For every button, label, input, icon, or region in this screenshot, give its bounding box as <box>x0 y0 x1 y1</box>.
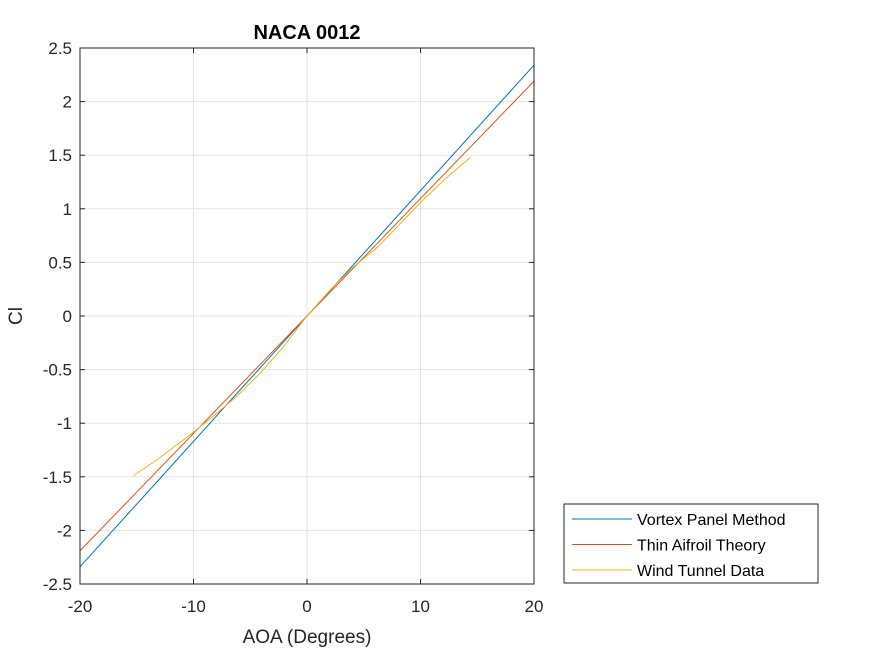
y-tick-label: -2.5 <box>43 575 72 594</box>
legend-entry-label: Vortex Panel Method <box>637 512 786 529</box>
x-tick-label: -10 <box>181 597 206 616</box>
y-axis-label: Cl <box>6 307 27 325</box>
tick-marks <box>79 47 535 585</box>
y-tick-label: -1 <box>57 414 72 433</box>
x-tick-label: -20 <box>68 597 93 616</box>
y-tick-label: -1.5 <box>43 468 72 487</box>
x-tick-label: 0 <box>302 597 311 616</box>
y-tick-label: 1 <box>63 200 72 219</box>
x-tick-label: 20 <box>525 597 544 616</box>
y-tick-labels: -2.5 -2 -1.5 -1 -0.5 0 0.5 1 1.5 2 2.5 <box>43 39 72 594</box>
x-axis-label: AOA (Degrees) <box>243 627 372 648</box>
y-tick-label: -0.5 <box>43 361 72 380</box>
x-tick-label: 10 <box>411 597 430 616</box>
y-tick-label: 0 <box>63 307 72 326</box>
chart-title: NACA 0012 <box>253 22 360 44</box>
legend: Vortex Panel Method Thin Aifroil Theory Wi… <box>563 503 819 584</box>
y-tick-label: 0.5 <box>48 253 72 272</box>
y-tick-label: 2 <box>63 93 72 112</box>
legend-entry-label: Wind Tunnel Data <box>637 563 764 580</box>
series-layer <box>79 64 535 568</box>
y-tick-label: 1.5 <box>48 146 72 165</box>
legend-entry-label: Thin Aifroil Theory <box>637 538 766 555</box>
y-tick-label: -2 <box>57 521 72 540</box>
series-line-wind-tunnel-data <box>133 156 471 477</box>
x-tick-labels: -20 -10 0 10 20 <box>68 597 544 616</box>
y-tick-label: 2.5 <box>48 39 72 58</box>
